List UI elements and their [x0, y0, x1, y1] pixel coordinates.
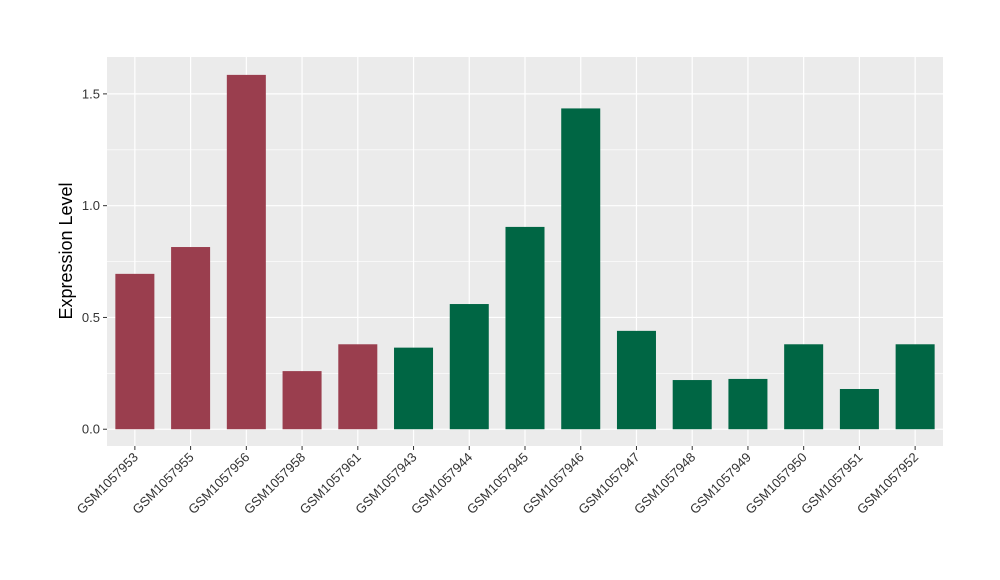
bar	[449, 304, 489, 430]
bar	[895, 344, 935, 430]
x-axis: GSM1057953GSM1057955GSM1057956GSM1057958…	[74, 446, 921, 517]
bar	[561, 108, 601, 430]
bar	[505, 226, 545, 430]
bars	[115, 74, 935, 430]
bar	[839, 388, 879, 430]
bar	[728, 378, 768, 430]
bar	[282, 371, 322, 430]
bar	[338, 344, 378, 430]
y-axis: 0.0 0.5 1.0 1.5	[82, 86, 107, 437]
y-tick-label: 1.0	[82, 198, 100, 213]
bar	[672, 380, 712, 430]
bar	[616, 330, 656, 430]
bar	[171, 247, 211, 430]
y-tick-label: 1.5	[82, 86, 100, 101]
y-tick-label: 0.5	[82, 310, 100, 325]
y-tick-label: 0.0	[82, 422, 100, 437]
y-axis-title: Expression Level	[56, 182, 76, 319]
bar	[115, 273, 155, 430]
bar	[226, 74, 266, 430]
bar	[394, 347, 434, 430]
bar	[784, 344, 824, 430]
